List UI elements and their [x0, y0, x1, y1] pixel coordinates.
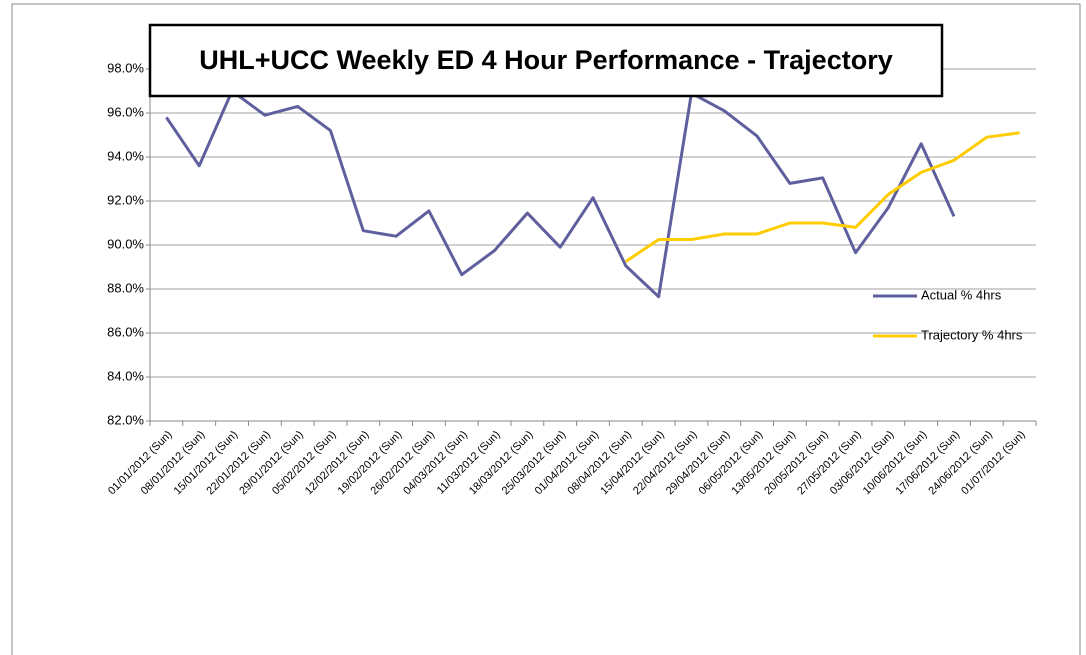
- legend-label: Trajectory % 4hrs: [921, 327, 1023, 342]
- x-tick-label: 01/07/2012 (Sun): [959, 429, 1028, 498]
- y-tick-label: 98.0%: [107, 60, 144, 75]
- y-tick-label: 90.0%: [107, 236, 144, 251]
- chart-title: UHL+UCC Weekly ED 4 Hour Performance - T…: [199, 45, 892, 75]
- series-line: [624, 131, 1020, 263]
- title-box: [148, 23, 944, 98]
- y-tick-label: 82.0%: [107, 412, 144, 427]
- y-tick-label: 92.0%: [107, 192, 144, 207]
- y-tick-label: 88.0%: [107, 280, 144, 295]
- y-tick-label: 94.0%: [107, 148, 144, 163]
- legend-label: Actual % 4hrs: [921, 287, 1002, 302]
- chart-border: [11, 3, 1081, 655]
- y-tick-label: 96.0%: [107, 104, 144, 119]
- y-tick-label: 86.0%: [107, 324, 144, 339]
- series-line: [165, 89, 956, 299]
- y-tick-label: 84.0%: [107, 368, 144, 383]
